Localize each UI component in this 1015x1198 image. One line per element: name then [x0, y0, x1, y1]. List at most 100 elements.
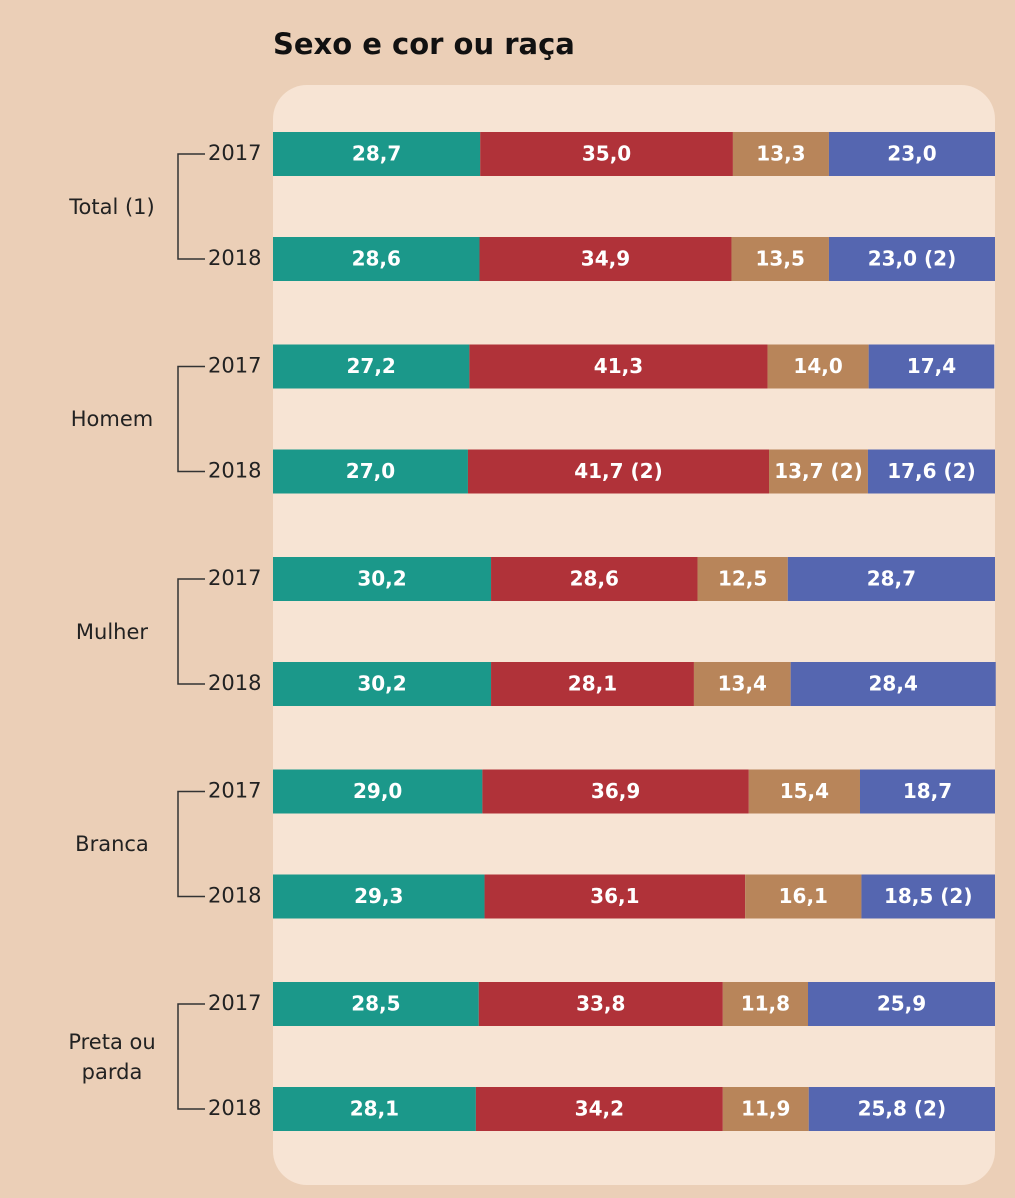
bar-segment: [273, 982, 479, 1026]
year-label: 2018: [208, 1096, 261, 1120]
value-label: 33,8: [576, 992, 625, 1016]
bar-segment: [722, 982, 809, 1026]
bar-segment: [867, 449, 995, 494]
group-label: Total (1): [69, 194, 155, 219]
bar-segment: [732, 132, 829, 176]
value-label: 16,1: [779, 884, 828, 908]
bar-segment: [828, 132, 995, 176]
bar-segment: [480, 132, 733, 176]
year-label: 2018: [208, 246, 261, 270]
value-label: 35,0: [582, 142, 631, 166]
value-label: 28,6: [352, 247, 401, 271]
bar-segment: [697, 557, 788, 601]
value-label: 41,3: [594, 354, 643, 378]
bar-segment: [273, 557, 492, 601]
bar-segment: [273, 237, 480, 281]
year-label: 2017: [208, 566, 261, 590]
bar-segment: [273, 874, 485, 919]
bar-segment: [467, 449, 770, 494]
year-label: 2018: [208, 459, 261, 483]
bar-segment: [491, 557, 698, 601]
bracket: [177, 578, 205, 685]
value-label: 12,5: [718, 567, 767, 591]
value-label: 34,9: [581, 247, 630, 271]
bar-segment: [748, 769, 860, 814]
value-label: 36,1: [590, 884, 639, 908]
bracket: [177, 1003, 205, 1110]
bar-segment: [731, 237, 829, 281]
value-label: 25,9: [877, 992, 926, 1016]
value-label: 27,0: [346, 459, 395, 483]
value-label: 15,4: [780, 779, 829, 803]
year-label: 2017: [208, 354, 261, 378]
group-label: Preta ou parda: [68, 1029, 156, 1084]
value-label: 29,3: [354, 884, 403, 908]
bracket: [177, 153, 205, 260]
value-label: 34,2: [575, 1097, 624, 1121]
bar-segment: [787, 557, 995, 601]
value-label: 28,7: [867, 567, 916, 591]
year-label: 2018: [208, 884, 261, 908]
group-label: Branca: [75, 832, 149, 856]
bar-segment: [693, 662, 791, 706]
year-label: 2017: [208, 141, 261, 165]
bar-segment: [479, 237, 732, 281]
value-label: 25,8 (2): [858, 1097, 947, 1121]
value-label: 18,5 (2): [884, 884, 973, 908]
value-label: 28,5: [351, 992, 400, 1016]
bar-segment: [828, 237, 995, 281]
value-label: 30,2: [357, 567, 406, 591]
value-label: 11,9: [741, 1097, 790, 1121]
bar-segment: [868, 344, 995, 389]
value-label: 29,0: [353, 779, 402, 803]
bar-segment: [861, 874, 995, 919]
value-label: 36,9: [591, 779, 640, 803]
value-label: 28,1: [568, 672, 617, 696]
bracket: [177, 790, 205, 898]
bar-segment: [484, 874, 746, 919]
bar-segment: [475, 1087, 723, 1131]
bar-segment: [482, 769, 749, 814]
bar-segment: [767, 344, 869, 389]
bar-segment: [273, 1087, 476, 1131]
value-label: 13,7 (2): [774, 459, 863, 483]
bar-segment: [273, 344, 470, 389]
bar-segment: [859, 769, 995, 814]
bar-segment: [469, 344, 768, 389]
value-label: 17,4: [907, 354, 956, 378]
group-label: Homem: [70, 407, 154, 431]
bar-segment: [273, 449, 468, 494]
bar-segment: [769, 449, 868, 494]
value-label: 28,4: [869, 672, 918, 696]
value-label: 28,6: [570, 567, 619, 591]
bar-segment: [808, 1087, 995, 1131]
value-label: 27,2: [347, 354, 396, 378]
year-label: 2017: [208, 779, 261, 803]
value-label: 23,0 (2): [868, 247, 957, 271]
value-label: 11,8: [741, 992, 790, 1016]
value-label: 13,5: [756, 247, 805, 271]
value-label: 13,4: [718, 672, 767, 696]
bar-segment: [790, 662, 996, 706]
bracket: [177, 365, 205, 473]
bar-segment: [491, 662, 694, 706]
value-label: 18,7: [903, 779, 952, 803]
year-label: 2017: [208, 991, 261, 1015]
bar-segment: [478, 982, 723, 1026]
value-label: 17,6 (2): [887, 459, 976, 483]
bar-segment: [722, 1087, 809, 1131]
group-label: Mulher: [75, 619, 149, 644]
value-label: 13,3: [756, 142, 805, 166]
value-label: 14,0: [793, 354, 842, 378]
value-label: 23,0: [887, 142, 936, 166]
value-label: 41,7 (2): [574, 459, 663, 483]
bar-segment: [808, 982, 995, 1026]
year-label: 2018: [208, 671, 261, 695]
value-label: 30,2: [357, 672, 406, 696]
bar-segment: [273, 132, 481, 176]
value-label: 28,7: [352, 142, 401, 166]
bar-segment: [273, 769, 483, 814]
chart-title: Sexo e cor ou raça: [273, 27, 575, 61]
